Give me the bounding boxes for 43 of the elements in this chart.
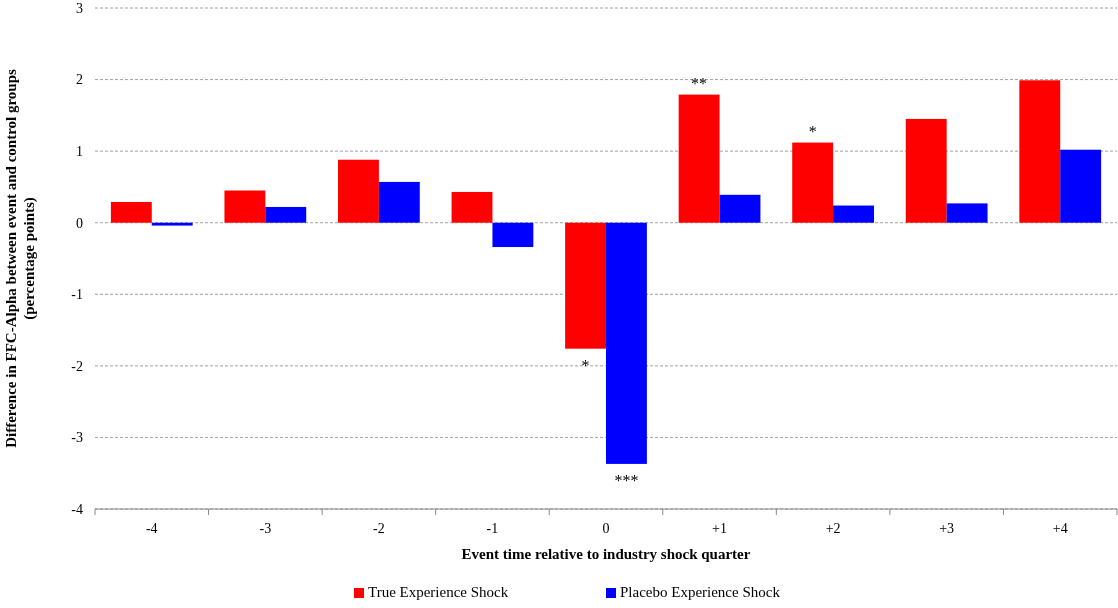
bar (378, 181, 420, 223)
bar (224, 190, 266, 223)
annotation: ** (691, 74, 708, 92)
bar (110, 201, 152, 223)
legend-label: True Experience Shock (368, 584, 509, 600)
bar (905, 118, 947, 223)
x-tick-label: 0 (602, 521, 610, 536)
bar (1060, 149, 1102, 223)
bar (492, 222, 534, 248)
annotation: * (581, 356, 590, 374)
y-tick-label: 0 (76, 215, 83, 231)
bar (946, 203, 988, 223)
x-tick-label: +4 (1052, 521, 1068, 536)
x-tick-label: +1 (712, 521, 728, 536)
bar (151, 222, 193, 226)
y-tick-label: 3 (76, 0, 83, 16)
y-axis-title: Difference in FFC-Alpha between event and control groups (percentage points) (3, 68, 38, 448)
bar (338, 159, 379, 223)
annotation: *** (614, 471, 639, 489)
x-tick-label: -3 (259, 521, 272, 536)
x-tick-label: -1 (486, 521, 499, 536)
x-tick-label: -2 (373, 521, 385, 536)
y-tick-label: -3 (71, 430, 83, 446)
y-tick-label: -4 (71, 501, 83, 517)
y-tick-label: 2 (76, 72, 83, 88)
x-tick-label: -4 (145, 521, 158, 536)
bar (565, 222, 606, 349)
x-tick-label: +2 (825, 521, 841, 536)
bar (451, 191, 493, 223)
bar (678, 94, 720, 223)
y-tick-label: -1 (71, 287, 83, 303)
legend-label: Placebo Experience Shock (620, 584, 781, 600)
bar (833, 205, 874, 223)
x-axis-title: Event time relative to industry shock quarter (461, 546, 751, 562)
bar (792, 142, 834, 223)
y-tick-label: 1 (76, 144, 83, 160)
annotation: * (808, 122, 817, 140)
y-tick-label: -2 (71, 358, 83, 374)
bar (265, 206, 307, 223)
bar (1019, 80, 1061, 223)
x-tick-label: +3 (939, 521, 955, 536)
bar (606, 222, 647, 464)
bar (719, 194, 761, 223)
